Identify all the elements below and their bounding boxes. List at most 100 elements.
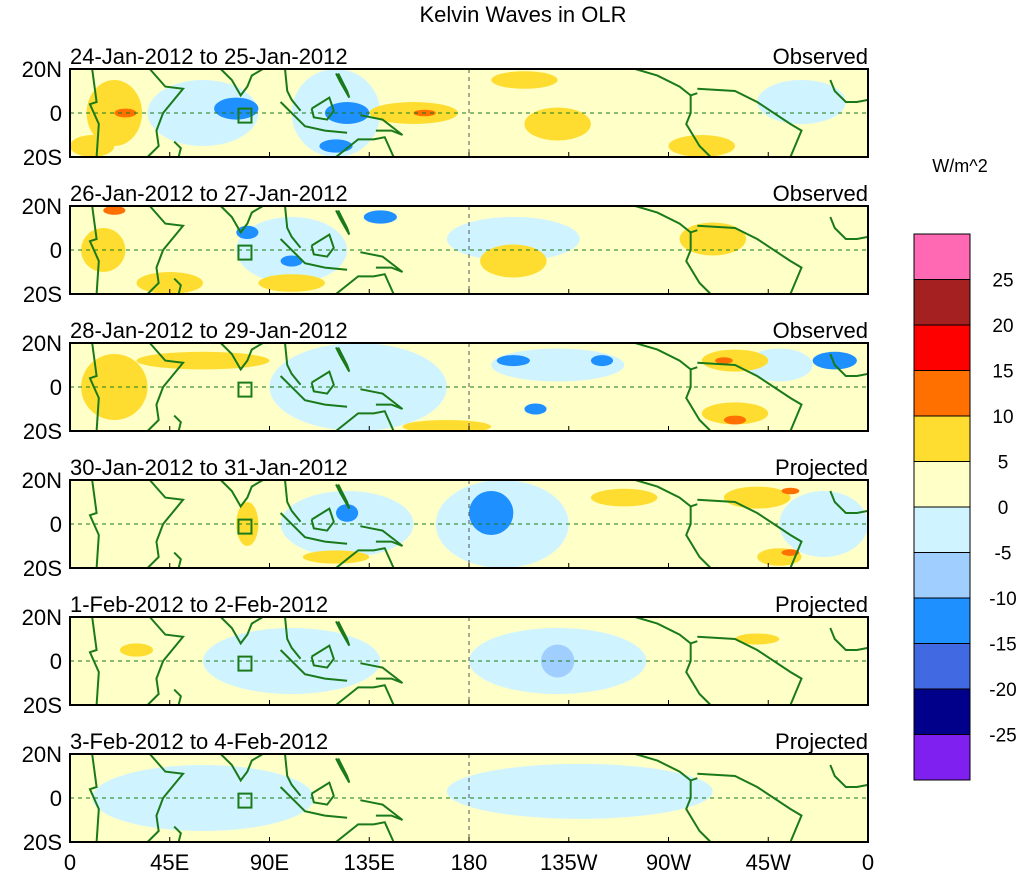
reference-box: [237, 107, 253, 124]
x-tick-label: 90E: [250, 850, 289, 875]
coastline: [284, 343, 302, 386]
coastline: [310, 96, 335, 121]
coastline: [310, 370, 335, 395]
coastline: [146, 754, 185, 842]
x-tick-label: 90W: [646, 850, 691, 875]
anomaly-region: [496, 355, 530, 367]
colorbar-label: -10: [989, 589, 1016, 610]
panel-label: Projected: [775, 592, 868, 617]
coastline: [634, 754, 698, 782]
coastline: [697, 361, 803, 431]
y-tick-label: 20S: [23, 419, 62, 444]
y-tick-label: 20N: [22, 742, 62, 767]
coastline: [173, 414, 182, 431]
panel-label: Observed: [773, 181, 868, 206]
coastline: [829, 627, 868, 651]
coastline: [685, 95, 712, 157]
colorbar-box: [913, 324, 971, 371]
anomaly-region: [701, 349, 769, 372]
coastline: [634, 69, 698, 97]
coastline: [360, 388, 404, 410]
coastline: [88, 617, 100, 705]
anomaly-region: [103, 206, 126, 215]
panel-title: 3-Feb-2012 to 4-Feb-2012: [70, 729, 328, 754]
anomaly-region: [480, 244, 547, 278]
colorbar-box: [913, 597, 971, 644]
coastline: [685, 643, 712, 705]
coastline: [335, 209, 351, 236]
coastline: [310, 233, 335, 258]
colorbar-box: [913, 552, 971, 599]
map-panel: 28-Jan-2012 to 29-Jan-2012 Observed 20N 0 20…: [22, 318, 869, 444]
coastline: [360, 799, 404, 821]
anomaly-region: [524, 403, 547, 415]
anomaly-region: [715, 357, 733, 364]
colorbar-label: 5: [998, 453, 1009, 474]
coastline: [146, 343, 185, 431]
coastline: [310, 781, 335, 806]
anomaly-region: [280, 491, 414, 557]
colorbar-label: -15: [989, 635, 1016, 656]
coastline: [335, 346, 351, 373]
coastline: [360, 114, 404, 136]
anomaly-region: [812, 351, 857, 370]
coastline: [697, 772, 803, 842]
reference-box: [237, 381, 253, 398]
coastline: [697, 498, 803, 568]
coastline: [279, 101, 348, 134]
anomaly-region: [336, 504, 359, 522]
anomaly-region: [324, 102, 370, 124]
anomaly-region: [147, 80, 259, 146]
x-tick-label: 0: [64, 850, 76, 875]
coastline: [173, 140, 182, 157]
anomaly-region: [446, 763, 713, 819]
coastline: [279, 786, 348, 819]
colorbar-label: -25: [989, 726, 1016, 747]
coastline: [634, 480, 698, 508]
x-tick-label: 180: [451, 850, 488, 875]
coastline: [335, 136, 395, 157]
y-tick-label: 20S: [23, 556, 62, 581]
coastline: [88, 206, 100, 294]
y-tick-label: 20S: [23, 145, 62, 170]
y-tick-label: 20S: [23, 282, 62, 307]
coastline: [697, 87, 803, 157]
coastline: [829, 764, 868, 788]
map-panel: 30-Jan-2012 to 31-Jan-2012 Projected 20N 0 2…: [22, 455, 869, 581]
colorbar-box: [913, 643, 971, 690]
panel-label: Observed: [773, 318, 868, 343]
coastline: [173, 277, 182, 294]
coastline: [335, 757, 351, 784]
coastline: [335, 620, 351, 647]
y-tick-label: 20N: [22, 57, 62, 82]
coastline: [634, 343, 698, 371]
anomaly-region: [214, 97, 259, 120]
coastline: [146, 480, 185, 568]
anomaly-region: [781, 549, 800, 556]
colorbar-label: 15: [992, 362, 1013, 383]
colorbar-label: 20: [992, 316, 1013, 337]
map-panel: 24-Jan-2012 to 25-Jan-2012 Observed 20N 0 20…: [22, 44, 869, 170]
x-tick-label: 45E: [150, 850, 189, 875]
panel-title: 1-Feb-2012 to 2-Feb-2012: [70, 592, 328, 617]
coastline: [310, 644, 335, 669]
coastline: [173, 688, 182, 705]
coastline: [829, 490, 868, 514]
colorbar-label: -5: [995, 544, 1012, 565]
coastline: [220, 69, 264, 98]
coastline: [335, 483, 351, 510]
colorbar-box: [913, 506, 971, 553]
coastline: [685, 506, 712, 568]
anomaly-region: [541, 644, 575, 678]
coastline: [284, 69, 302, 112]
reference-box: [237, 655, 253, 672]
anomaly-region: [119, 643, 154, 657]
coastline: [335, 273, 395, 294]
coastline: [279, 375, 348, 408]
coastline: [685, 232, 712, 294]
y-tick-label: 0: [50, 238, 62, 263]
panel-label: Projected: [775, 729, 868, 754]
anomaly-region: [524, 107, 591, 141]
y-tick-label: 0: [50, 101, 62, 126]
